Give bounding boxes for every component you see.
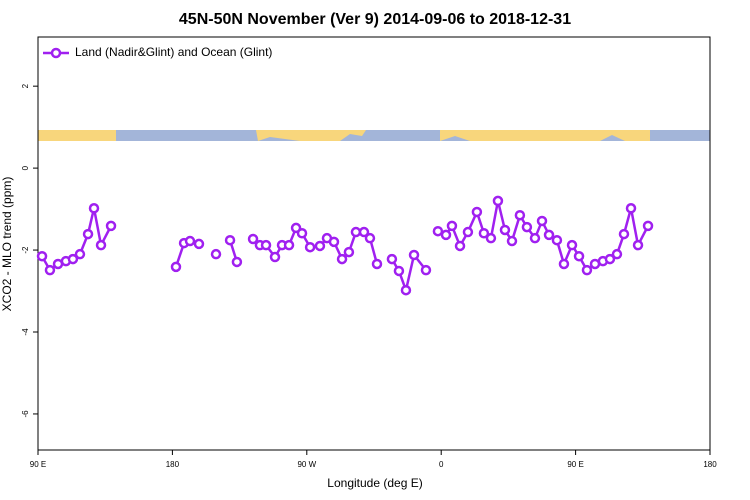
- x-tick-label: 180: [166, 460, 180, 469]
- x-axis-label: Longitude (deg E): [327, 476, 422, 490]
- data-point: [371, 258, 383, 270]
- data-point: [446, 220, 458, 232]
- plot-frame: [37, 36, 711, 451]
- x-tick-label: 90 E: [567, 460, 583, 469]
- series-line: [40, 200, 650, 295]
- data-point: [67, 253, 79, 265]
- data-point: [514, 209, 526, 221]
- data-point: [283, 239, 295, 251]
- data-point: [82, 228, 94, 240]
- legend-marker: [50, 47, 62, 59]
- data-point: [95, 239, 107, 251]
- data-point: [336, 253, 348, 265]
- data-point: [454, 240, 466, 252]
- y-tick-label: -6: [21, 410, 30, 418]
- data-point: [224, 234, 236, 246]
- y-tick-label: 0: [21, 165, 30, 170]
- data-point: [184, 235, 196, 247]
- data-point: [485, 232, 497, 244]
- data-point: [260, 239, 272, 251]
- data-point: [88, 203, 100, 214]
- y-axis-label: XCO2 - MLO trend (ppm): [0, 177, 14, 312]
- data-point: [462, 226, 474, 238]
- data-point: [304, 241, 316, 253]
- data-point: [210, 248, 222, 260]
- data-point: [529, 232, 541, 244]
- data-point: [492, 195, 504, 207]
- data-point: [478, 228, 490, 239]
- data-point: [543, 229, 555, 241]
- chart-title: 45N-50N November (Ver 9) 2014-09-06 to 2…: [179, 11, 571, 28]
- data-point: [328, 236, 340, 248]
- data-point: [536, 215, 548, 227]
- data-point: [44, 264, 56, 276]
- x-tick-label: 0: [439, 460, 444, 469]
- legend-label: Land (Nadir&Glint) and Ocean (Glint): [75, 45, 272, 59]
- data-point: [604, 253, 616, 265]
- x-tick-label: 90 E: [30, 460, 46, 469]
- data-point: [358, 226, 370, 238]
- data-point: [193, 238, 205, 250]
- data-point: [566, 239, 578, 251]
- data-point: [573, 250, 585, 262]
- data-point: [364, 232, 376, 244]
- map-strip: [38, 130, 710, 141]
- data-point: [471, 206, 483, 218]
- data-point: [400, 284, 412, 296]
- x-tick-label: 90 W: [297, 460, 316, 469]
- data-point: [432, 225, 444, 237]
- data-point: [625, 203, 637, 214]
- data-point: [420, 264, 432, 276]
- y-tick-label: -2: [21, 246, 30, 254]
- y-tick-label: -4: [21, 328, 30, 336]
- data-point: [350, 226, 362, 238]
- data-point: [581, 264, 593, 276]
- x-tick-label: 180: [703, 460, 717, 469]
- data-point: [611, 248, 623, 260]
- data-point: [393, 265, 405, 277]
- data-point: [343, 246, 355, 258]
- data-point: [247, 233, 259, 245]
- data-point: [74, 248, 86, 260]
- data-point: [558, 258, 570, 270]
- data-point: [36, 250, 48, 262]
- data-point: [408, 249, 420, 261]
- data-point: [105, 220, 117, 232]
- y-tick-label: 2: [21, 83, 30, 88]
- data-point: [642, 220, 654, 232]
- data-point: [506, 235, 518, 247]
- data-point: [618, 228, 630, 240]
- data-point: [499, 224, 511, 236]
- data-point: [170, 261, 182, 273]
- data-point: [269, 251, 281, 263]
- data-point: [440, 229, 452, 241]
- data-point: [231, 256, 243, 268]
- data-point: [551, 234, 563, 246]
- data-point: [296, 228, 308, 239]
- data-point: [632, 239, 644, 251]
- data-point: [386, 253, 398, 265]
- data-point: [521, 221, 533, 233]
- data-point: [314, 240, 326, 252]
